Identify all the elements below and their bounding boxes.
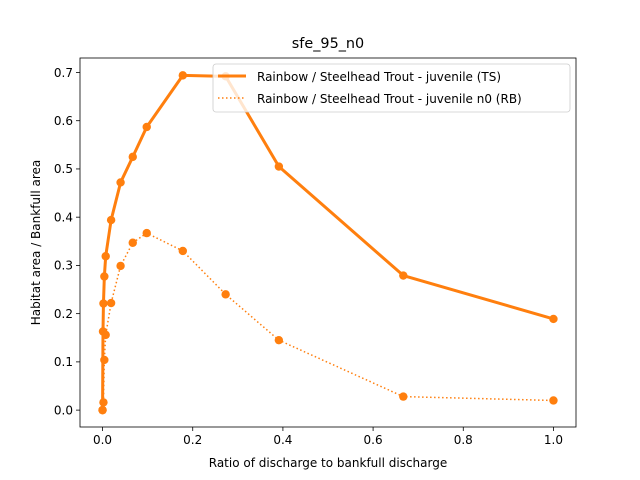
data-point-ts: [116, 178, 125, 187]
plot-frame: [79, 57, 577, 428]
x-tick-label: 1.0: [544, 433, 563, 447]
data-point-rb: [399, 392, 408, 401]
series-line-ts: [101, 73, 554, 411]
data-point-rb: [142, 228, 151, 238]
data-point-rb: [101, 330, 110, 340]
data-point-ts: [128, 152, 137, 162]
legend: Rainbow / Steelhead Trout - juvenile (TS…: [212, 63, 571, 113]
data-point-ts: [99, 299, 108, 308]
data-point-ts: [399, 271, 408, 280]
data-point-rb: [274, 335, 284, 345]
data-point-rb: [106, 298, 116, 308]
y-tick-label: 0.3: [54, 259, 73, 273]
x-tick-label: 0.6: [364, 433, 383, 447]
data-point-rb: [549, 396, 558, 405]
chart-title: sfe_95_n0: [292, 36, 364, 52]
x-tick-label: 0.8: [454, 433, 473, 447]
data-point-ts: [101, 252, 110, 261]
data-point-rb: [178, 246, 188, 256]
data-point-rb: [116, 261, 125, 271]
data-point-ts: [178, 71, 188, 80]
data-point-rb: [100, 355, 109, 365]
y-tick-label: 0.1: [54, 355, 73, 369]
y-tick-label: 0.2: [54, 307, 73, 321]
y-axis: 0.0 0.1 0.2 0.3 0.4 0.5 0.6 0.7: [54, 66, 80, 417]
x-tick-label: 0.4: [273, 433, 292, 447]
x-tick-label: 0.2: [183, 433, 202, 447]
y-tick-label: 0.6: [54, 114, 73, 128]
data-point-ts: [100, 272, 109, 281]
legend-label-rb: Rainbow / Steelhead Trout - juvenile n0 …: [257, 92, 522, 106]
x-axis-label: Ratio of discharge to bankfull discharge: [209, 456, 447, 470]
y-tick-label: 0.4: [54, 210, 73, 224]
x-axis: 0.0 0.2 0.4 0.6 0.8 1.0: [93, 427, 563, 447]
legend-label-ts: Rainbow / Steelhead Trout - juvenile (TS…: [257, 70, 501, 84]
data-point-ts: [549, 314, 558, 324]
data-point-ts: [274, 162, 284, 171]
data-point-ts: [142, 122, 151, 132]
series-layer: [98, 71, 558, 415]
y-axis-label: Habitat area / Bankfull area: [29, 160, 43, 326]
y-tick-label: 0.5: [54, 162, 73, 176]
x-tick-label: 0.0: [93, 433, 112, 447]
data-point-rb: [99, 398, 108, 407]
data-point-ts: [106, 215, 116, 225]
data-point-rb: [221, 290, 230, 299]
y-tick-label: 0.7: [54, 66, 73, 80]
legend-box: [212, 63, 571, 113]
y-tick-label: 0.0: [54, 403, 73, 417]
data-point-rb: [128, 238, 137, 247]
data-point-rb: [98, 405, 107, 415]
